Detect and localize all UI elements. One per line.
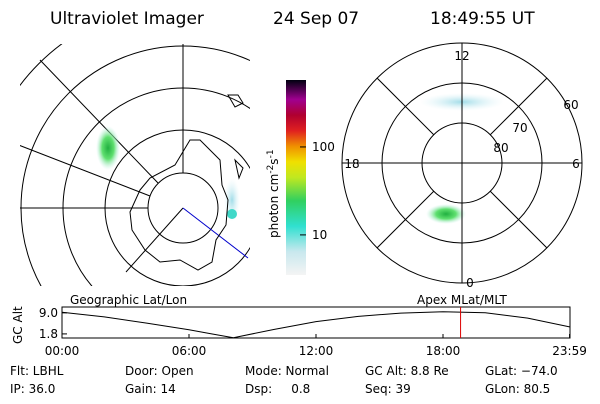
colorbar-label: photon cm-2s-1 [266, 149, 281, 238]
mlt-label: 0 [466, 276, 474, 290]
status-field: Dsp: 0.8 [245, 382, 310, 396]
x-tick-label: 12:00 [299, 344, 334, 358]
mlt-label: 12 [454, 49, 469, 63]
mlat-label: 80 [493, 141, 508, 155]
y-tick-label: 1.8 [39, 327, 58, 341]
x-tick-label: 18:00 [426, 344, 461, 358]
x-tick-label: 00:00 [45, 344, 80, 358]
mlt-label: 6 [572, 157, 580, 171]
mlat-label: 60 [563, 98, 578, 112]
panel-label: Geographic Lat/Lon [70, 293, 187, 307]
x-tick-label: 23:59 [552, 344, 587, 358]
exponent: -1 [266, 149, 276, 158]
colorbar [286, 80, 306, 275]
colorbar-tick-label: 100 [312, 140, 335, 154]
status-field: Flt: LBHL [10, 364, 64, 378]
panel-label: Apex MLat/MLT [417, 293, 507, 307]
date: 24 Sep 07 [273, 9, 359, 29]
status-field: GLon: 80.5 [485, 382, 550, 396]
y-tick-label: 9.0 [39, 306, 58, 320]
status-field: GC Alt: 8.8 Re [365, 364, 449, 378]
title: Ultraviolet Imager [50, 9, 204, 29]
status-field: Mode: Normal [245, 364, 329, 378]
status-field: Door: Open [125, 364, 194, 378]
x-tick-label: 06:00 [172, 344, 207, 358]
mlt-label: 18 [344, 157, 359, 171]
status-field: Seq: 39 [365, 382, 411, 396]
mlat-label: 70 [512, 121, 527, 135]
colorbar-tick-label: 10 [312, 228, 327, 242]
polar-plot [341, 42, 583, 284]
unit: photon cm [267, 174, 281, 238]
status-field: GLat: −74.0 [485, 364, 558, 378]
altitude-line [61, 311, 570, 339]
status-field: Gain: 14 [125, 382, 176, 396]
status-field: IP: 36.0 [10, 382, 55, 396]
y-axis-label: GC Alt [11, 306, 25, 344]
unit: s [267, 158, 281, 164]
exponent: -2 [266, 165, 276, 174]
alt-plot-frame [61, 306, 571, 339]
time: 18:49:55 UT [430, 9, 535, 29]
geo-map [20, 44, 250, 286]
